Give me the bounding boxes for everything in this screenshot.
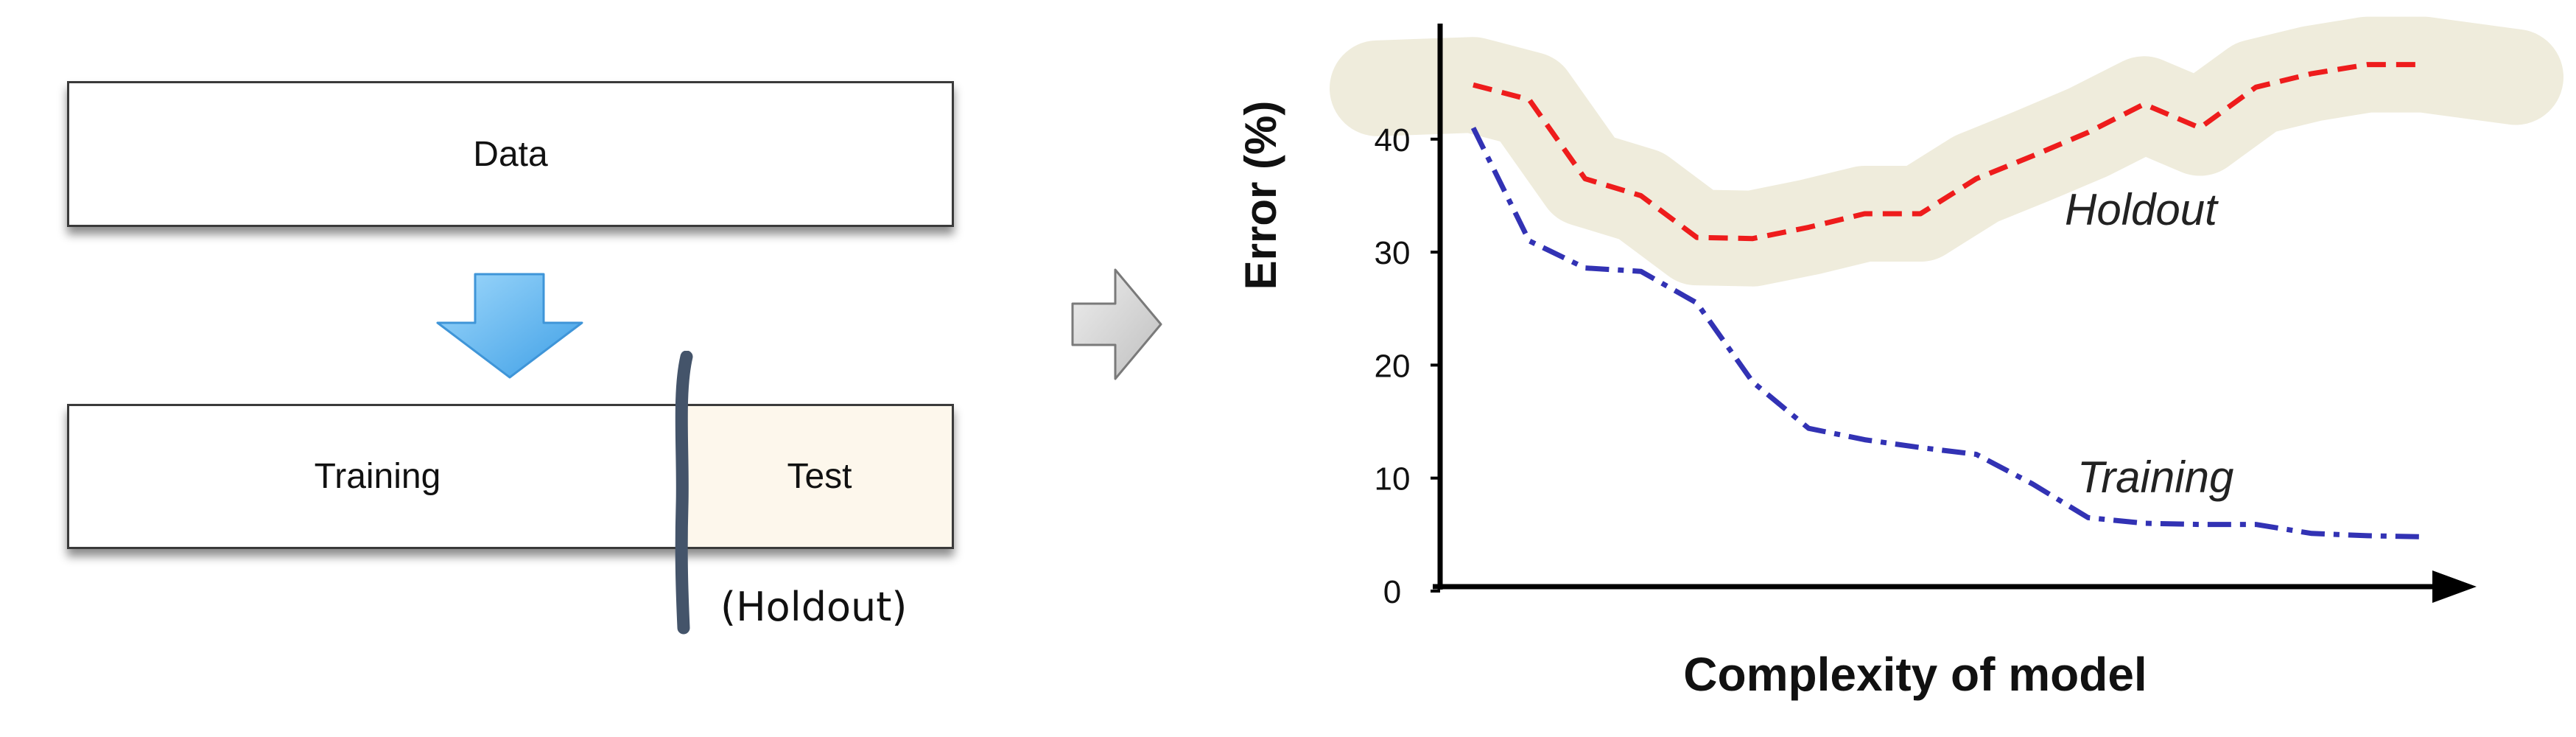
holdout-highlight-band	[1330, 16, 2563, 287]
y-tick-label: 30	[1375, 235, 1411, 271]
y-tick-label: 10	[1375, 461, 1411, 497]
holdout-series-label: Holdout	[2065, 185, 2219, 234]
training-series-label: Training	[2077, 453, 2233, 502]
data-box: Data	[67, 81, 954, 227]
training-error-line	[1470, 126, 2424, 539]
test-label: Test	[787, 457, 852, 496]
x-axis-arrowhead	[2432, 570, 2477, 603]
holdout-error-line	[1473, 62, 2424, 242]
right-arrow-icon	[1071, 268, 1162, 380]
down-arrow-icon	[436, 273, 583, 379]
training-segment: Training	[69, 406, 686, 547]
y-tick-label: 20	[1375, 348, 1411, 384]
x-axis-title: Complexity of model	[1683, 648, 2147, 701]
test-segment: Test	[686, 406, 952, 547]
split-marker-line	[675, 351, 693, 635]
y-tick-label: 40	[1375, 122, 1411, 158]
training-label: Training	[314, 457, 441, 496]
split-bar: Training Test	[67, 404, 954, 549]
y-tick-label: 0	[1383, 574, 1401, 610]
data-label: Data	[473, 134, 548, 174]
y-axis-title: Error (%)	[1236, 101, 1285, 290]
holdout-note: (Holdout)	[720, 584, 908, 630]
